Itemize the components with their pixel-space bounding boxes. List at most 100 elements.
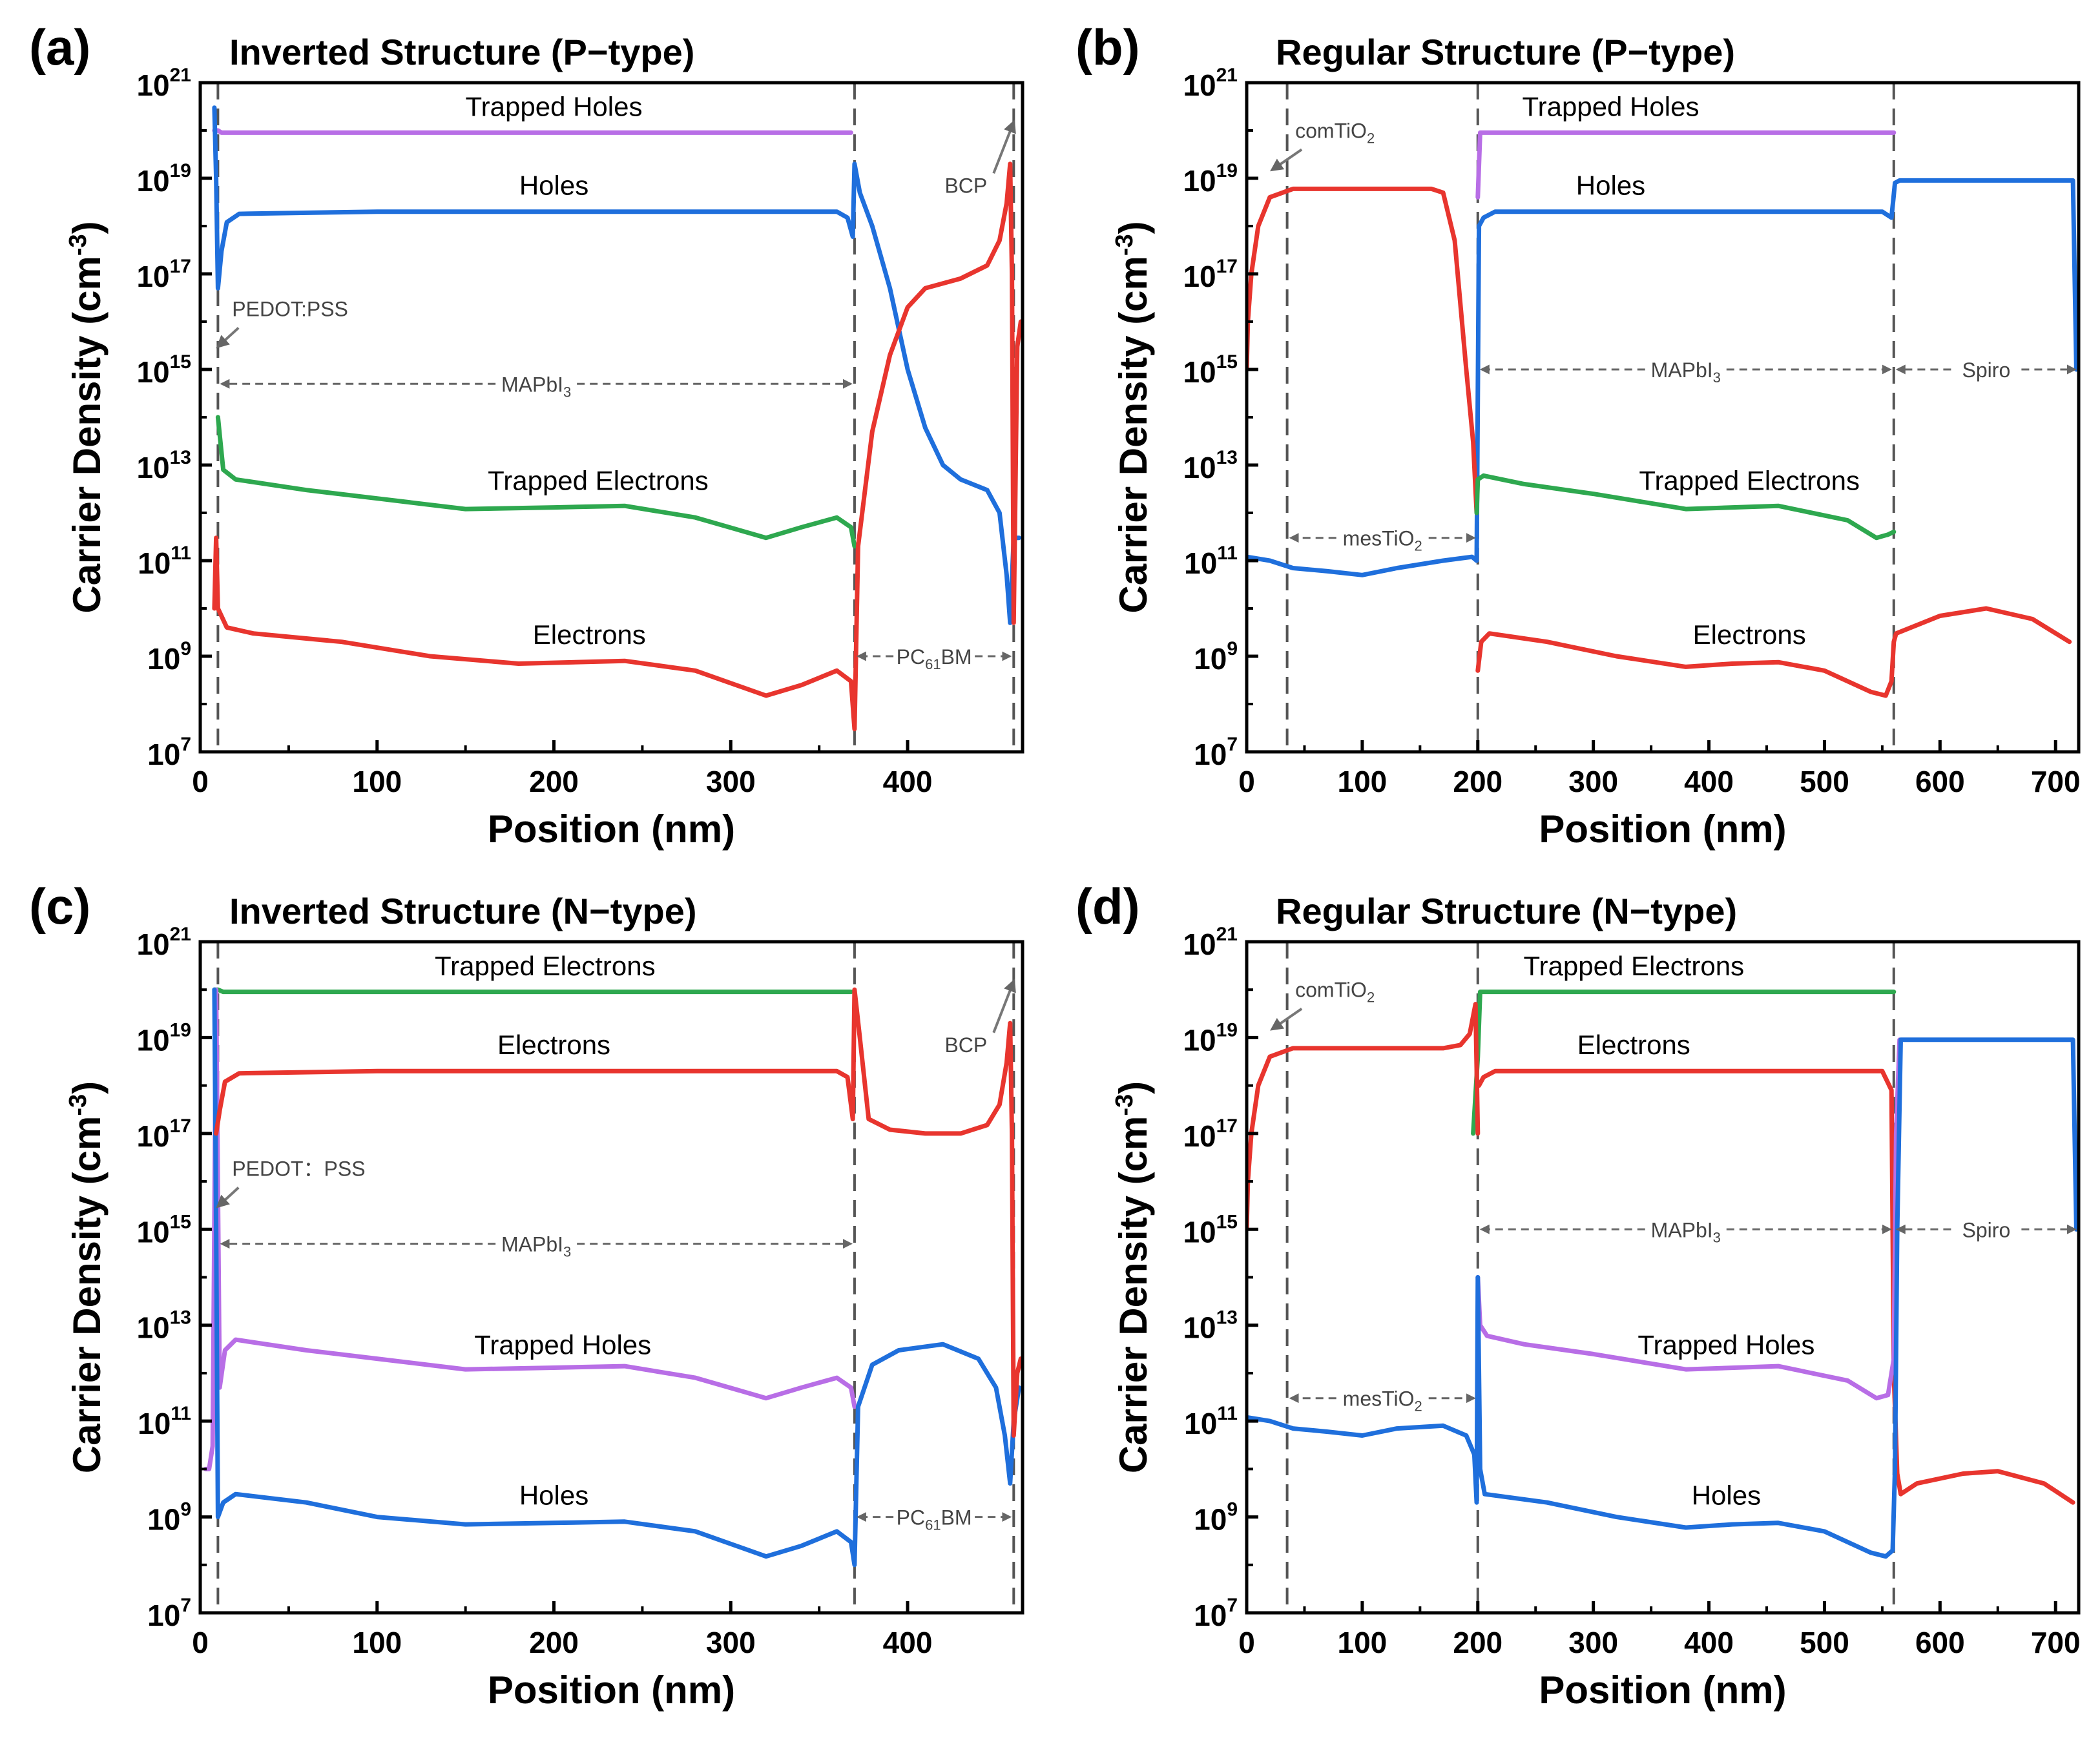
annotation-arrow (992, 119, 1016, 174)
curve-label-trapped-holes: Trapped Holes (1637, 1329, 1814, 1360)
y-axis-label: Carrier Density (cm-3) (65, 1081, 109, 1473)
series-line-electrons (212, 161, 1023, 732)
y-tick-label: 1013 (1183, 447, 1238, 484)
y-tick-label: 1019 (1183, 160, 1238, 198)
panel-label: (b) (1076, 19, 1140, 76)
x-tick-label: 0 (192, 765, 209, 798)
series-line-trapped-holes (1475, 130, 1897, 200)
series-line-trapped-electrons (1471, 990, 1897, 1136)
x-tick-label: 100 (1338, 765, 1388, 798)
layer-annotation-comtio2: comTiO2 (1295, 119, 1375, 146)
curve-label-holes: Holes (1576, 171, 1645, 201)
region-label-mestio2: mesTiO2 (1343, 1387, 1422, 1415)
x-axis-label: Position (nm) (488, 807, 735, 851)
y-tick-label: 107 (147, 1595, 191, 1632)
series-group (1247, 130, 2079, 698)
x-tick-label: 600 (1915, 1626, 1965, 1659)
chart-title: Regular Structure (P−type) (1276, 32, 1735, 72)
y-tick-label: 1013 (1183, 1307, 1238, 1345)
curve-label-holes: Holes (519, 1480, 588, 1511)
chart-title: Inverted Structure (N−type) (229, 891, 697, 931)
chart-title: Inverted Structure (P−type) (229, 32, 694, 72)
layer-annotation-pedot-pss: PEDOT:PSS (232, 298, 348, 321)
y-tick-label: 107 (147, 734, 191, 771)
curve-label-trapped-holes: Trapped Holes (474, 1329, 651, 1360)
series-group (212, 105, 1023, 732)
series-line-holes (212, 105, 1021, 625)
chart-panel-b: (b) Regular Structure (P−type) 0 100 200 300 4… (1076, 19, 2081, 851)
x-tick-label: 100 (1338, 1626, 1388, 1659)
y-tick-label: 1017 (136, 1115, 191, 1153)
x-tick-label: 200 (529, 765, 579, 798)
chart-title: Regular Structure (N−type) (1276, 891, 1737, 931)
curve-label-electrons: Electrons (1577, 1030, 1690, 1060)
x-tick-label: 100 (352, 765, 402, 798)
series-line-trapped-electrons (1474, 473, 1897, 541)
series-line-holes (1247, 178, 2079, 577)
y-tick-label: 1021 (1183, 924, 1238, 961)
annotation-arrow (1270, 1008, 1303, 1031)
y-axis-label: Carrier Density (cm-3) (1111, 221, 1155, 613)
series-line-electrons (1247, 1002, 1481, 1232)
x-tick-label: 200 (1453, 1626, 1502, 1659)
plot-frame (1245, 81, 2081, 754)
y-tick-label: 1013 (136, 447, 191, 484)
y-tick-label: 107 (1194, 1595, 1238, 1632)
curve-label-trapped-electrons: Trapped Electrons (1523, 951, 1744, 981)
series-group (1247, 990, 2079, 1559)
series-group (203, 987, 1023, 1568)
x-tick-label: 400 (883, 765, 933, 798)
y-tick-label: 109 (1194, 1499, 1238, 1537)
x-tick-label: 200 (529, 1626, 579, 1659)
curve-label-trapped-holes: Trapped Holes (466, 92, 643, 122)
annotation-arrow (1270, 148, 1303, 172)
annotation-arrow (216, 1187, 240, 1208)
y-tick-label: 1015 (136, 1211, 191, 1249)
curve-label-trapped-electrons: Trapped Electrons (488, 466, 709, 496)
region-label-mapbi3: MAPbI3 (501, 1233, 571, 1260)
x-tick-label: 300 (706, 1626, 756, 1659)
x-tick-label: 300 (706, 765, 756, 798)
y-tick-label: 1017 (1183, 1115, 1238, 1153)
panel-label: (c) (29, 878, 90, 935)
series-line-trapped-electrons (215, 415, 857, 549)
x-axis-label: Position (nm) (1539, 807, 1786, 851)
region-label-mapbi3: MAPbI3 (1651, 358, 1721, 386)
y-tick-label: 1017 (1183, 256, 1238, 293)
layer-annotation-comtio2: comTiO2 (1295, 979, 1375, 1006)
series-line-electrons (1475, 606, 2072, 698)
y-tick-label: 109 (147, 1499, 191, 1537)
y-tick-label: 1019 (136, 1019, 191, 1057)
x-tick-label: 0 (1238, 765, 1255, 798)
y-tick-label: 1021 (136, 924, 191, 961)
y-tick-label: 1013 (136, 1307, 191, 1345)
y-tick-label: 1021 (136, 65, 191, 102)
region-label-pc61bm: PC61BM (897, 1506, 972, 1533)
series-line-electrons (1247, 186, 1479, 515)
series-line-holes (1247, 1037, 2079, 1559)
y-tick-label: 1011 (1184, 543, 1238, 580)
region-label-spiro: Spiro (1962, 1218, 2011, 1241)
x-tick-label: 300 (1568, 765, 1618, 798)
y-tick-label: 1015 (1183, 1211, 1238, 1249)
chart-panel-a: (a) Inverted Structure (P−type) 0 100 200 300… (29, 19, 1024, 851)
curve-label-holes: Holes (1692, 1480, 1761, 1511)
panel-label: (a) (29, 19, 90, 76)
layer-annotation-pedot-pss: PEDOT：PSS (232, 1157, 365, 1181)
series-line-trapped-holes (212, 128, 853, 135)
x-tick-label: 0 (1238, 1626, 1255, 1659)
y-tick-label: 107 (1194, 734, 1238, 771)
layer-annotation-bcp: BCP (944, 1033, 987, 1057)
x-tick-label: 100 (352, 1626, 402, 1659)
curve-label-trapped-holes: Trapped Holes (1523, 92, 1700, 122)
x-tick-label: 600 (1915, 765, 1965, 798)
curve-label-electrons: Electrons (497, 1030, 610, 1060)
y-tick-label: 1011 (138, 1403, 191, 1440)
series-line-trapped-electrons (212, 987, 853, 995)
x-tick-label: 500 (1800, 1626, 1849, 1659)
region-label-mapbi3: MAPbI3 (1651, 1218, 1721, 1245)
series-line-electrons (1477, 1068, 2075, 1505)
y-tick-label: 109 (1194, 638, 1238, 676)
y-tick-label: 109 (147, 638, 191, 676)
